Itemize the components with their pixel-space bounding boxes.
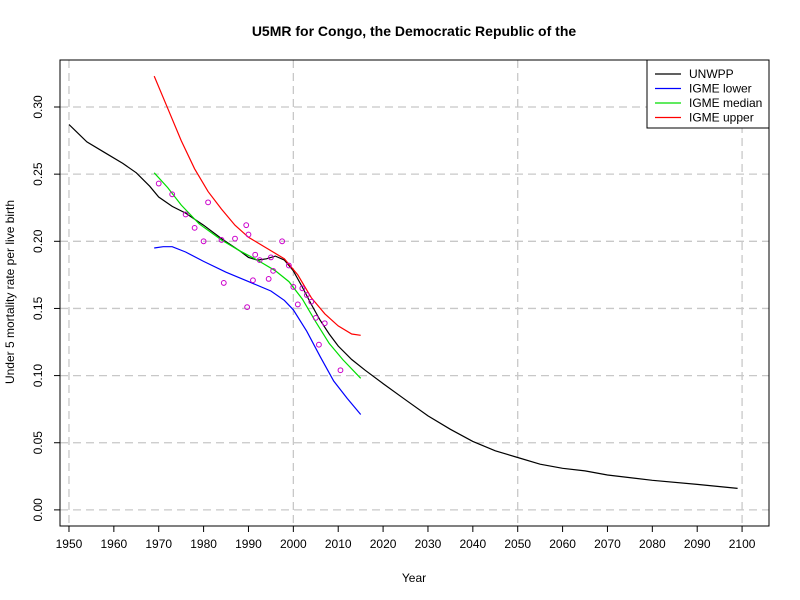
y-axis-label: Under 5 mortality rate per live birth — [3, 200, 17, 384]
x-axis: 1950 1960 1970 1980 1990 2000 2010 2020 2030 2040… — [56, 526, 756, 551]
data-point — [279, 238, 286, 245]
legend-label: IGME lower — [689, 82, 752, 96]
x-tick-label: 1980 — [190, 537, 217, 551]
data-point — [244, 304, 251, 311]
y-tick-label: 0.10 — [31, 364, 45, 388]
data-point — [220, 280, 227, 286]
data-point — [243, 222, 250, 229]
series-layer — [68, 75, 738, 489]
data-point — [290, 284, 297, 290]
x-tick-label: 1950 — [56, 537, 83, 551]
plot-frame — [59, 59, 770, 527]
x-tick-label: 2060 — [549, 537, 576, 551]
data-point — [155, 180, 162, 187]
y-tick-label: 0.05 — [31, 431, 45, 455]
data-point — [232, 235, 238, 242]
x-tick-label: 2070 — [594, 537, 621, 551]
data-point — [337, 367, 344, 374]
x-axis-label: Year — [402, 571, 426, 585]
x-tick-label: 2020 — [370, 537, 397, 551]
y-tick-label: 0.00 — [31, 498, 45, 522]
x-tick-label: 2010 — [325, 537, 352, 551]
data-point — [312, 314, 319, 321]
data-point — [205, 199, 211, 206]
data-point — [169, 191, 176, 198]
y-tick-label: 0.15 — [31, 296, 45, 320]
data-point — [321, 320, 328, 327]
data-point — [303, 292, 310, 298]
x-tick-label: 2090 — [684, 537, 711, 551]
data-point — [294, 301, 301, 308]
data-point — [256, 257, 263, 263]
series-line-igme-lower — [154, 246, 362, 415]
x-tick-label: 2100 — [729, 537, 756, 551]
x-tick-label: 2030 — [415, 537, 442, 551]
series-line-igme-upper — [153, 75, 361, 336]
data-point — [308, 298, 315, 305]
x-tick-label: 2000 — [280, 537, 307, 551]
data-point — [200, 238, 207, 245]
data-point — [252, 251, 259, 258]
legend-label: IGME median — [689, 96, 762, 110]
chart-title: U5MR for Congo, the Democratic Republic … — [252, 23, 577, 39]
x-tick-label: 1970 — [145, 537, 172, 551]
series-line-igme-median — [153, 172, 362, 379]
data-point — [270, 267, 277, 274]
x-tick-label: 1990 — [235, 537, 262, 551]
data-point — [218, 237, 225, 243]
y-tick-label: 0.20 — [31, 229, 45, 253]
y-axis: 0.00 0.05 0.10 0.15 0.20 0.25 0.30 — [31, 95, 60, 522]
x-tick-label: 2080 — [639, 537, 666, 551]
legend-label: UNWPP — [689, 67, 734, 81]
legend-label: IGME upper — [689, 111, 754, 125]
legend-box — [646, 59, 770, 129]
data-point — [191, 224, 198, 231]
data-point — [245, 231, 252, 238]
data-point — [299, 285, 306, 292]
data-point — [250, 277, 256, 284]
x-tick-label: 2040 — [459, 537, 486, 551]
data-point — [268, 254, 274, 261]
data-point — [265, 275, 272, 282]
x-tick-label: 1960 — [100, 537, 127, 551]
data-point — [285, 262, 292, 269]
x-tick-label: 2050 — [504, 537, 531, 551]
data-point — [182, 211, 189, 218]
y-tick-label: 0.30 — [31, 95, 45, 119]
y-tick-label: 0.25 — [31, 162, 45, 186]
data-point — [316, 341, 322, 348]
